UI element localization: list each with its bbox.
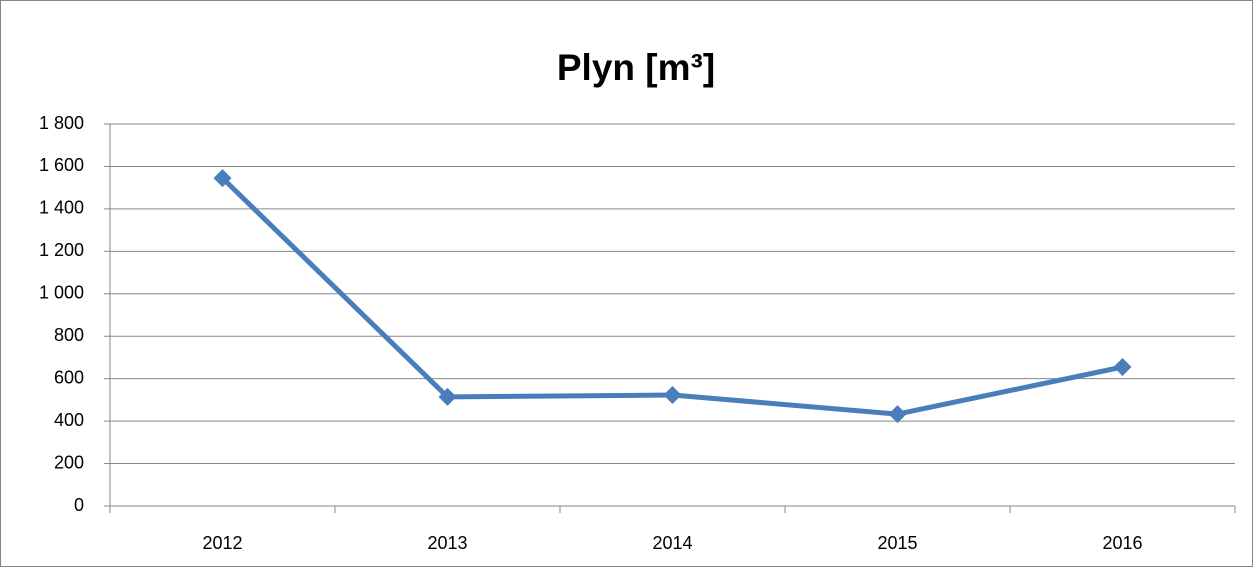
chart-title: Plyn [m³] xyxy=(557,47,715,88)
data-marker xyxy=(663,386,682,405)
x-tick-label: 2014 xyxy=(652,533,692,553)
y-tick-label: 1 800 xyxy=(39,113,84,133)
y-tick-label: 200 xyxy=(54,452,84,472)
x-tick-label: 2016 xyxy=(1102,533,1142,553)
y-tick-label: 1 400 xyxy=(39,198,84,218)
data-marker xyxy=(213,169,232,188)
y-tick-label: 1 200 xyxy=(39,240,84,260)
x-tick-label: 2013 xyxy=(427,533,467,553)
y-tick-label: 1 000 xyxy=(39,283,84,303)
data-marker xyxy=(438,387,457,406)
y-tick-label: 400 xyxy=(54,410,84,430)
x-tick-label: 2015 xyxy=(877,533,917,553)
y-tick-label: 600 xyxy=(54,367,84,387)
data-marker xyxy=(1113,357,1132,376)
data-marker xyxy=(888,405,907,424)
x-tick-label: 2012 xyxy=(202,533,242,553)
y-tick-label: 800 xyxy=(54,325,84,345)
y-tick-label: 0 xyxy=(74,495,84,515)
y-tick-label: 1 600 xyxy=(39,155,84,175)
